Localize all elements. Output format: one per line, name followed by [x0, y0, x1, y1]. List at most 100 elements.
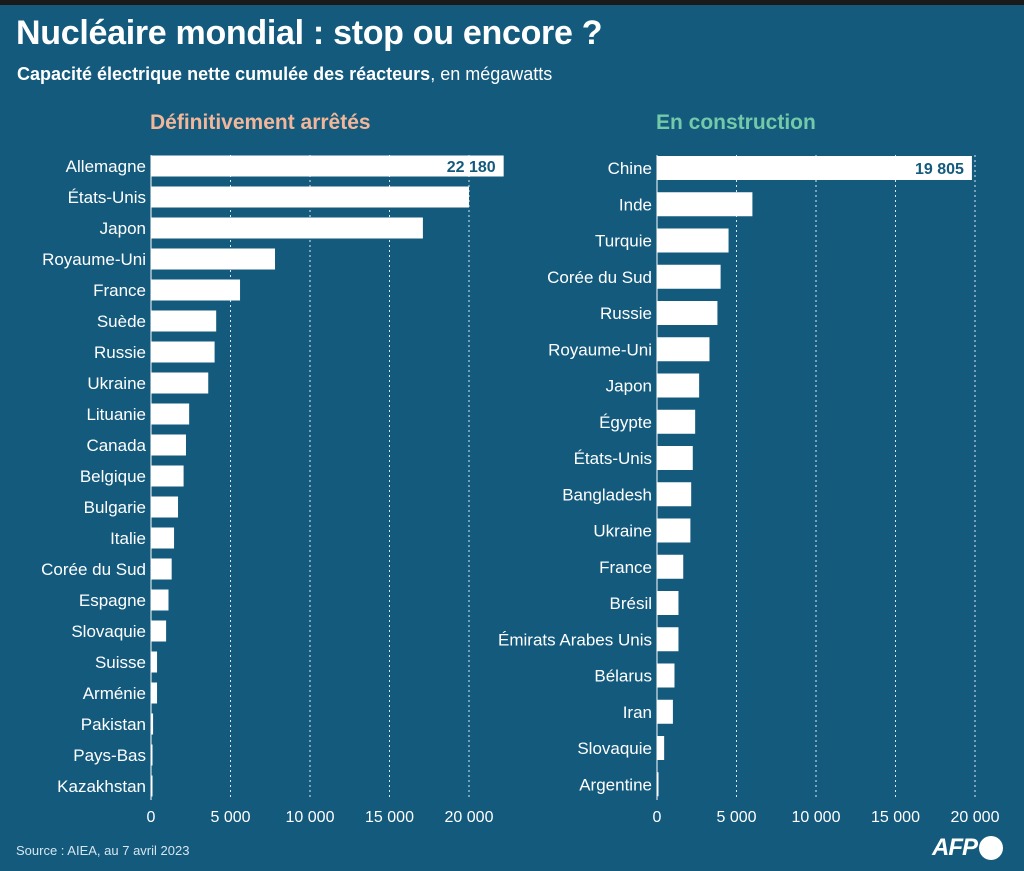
category-label: Royaume-Uni — [548, 340, 652, 359]
chart-subtitle: Capacité électrique nette cumulée des ré… — [17, 64, 552, 85]
bar — [151, 713, 154, 735]
subtitle-bold: Capacité électrique nette cumulée des ré… — [17, 64, 431, 84]
left-panel-title: Définitivement arrêtés — [150, 111, 371, 134]
source-note: Source : AIEA, au 7 avril 2023 — [16, 843, 190, 858]
bar — [657, 301, 718, 325]
chart-title: Nucléaire mondial : stop ou encore ? — [16, 14, 603, 52]
category-label: Inde — [619, 195, 652, 214]
bar — [151, 279, 241, 301]
data-label: 22 180 — [447, 159, 496, 176]
category-label: Russie — [600, 304, 652, 323]
category-label: Kazakhstan — [57, 777, 146, 796]
bar — [151, 682, 158, 704]
category-label: Ukraine — [87, 374, 146, 393]
bar — [151, 310, 217, 332]
category-label: Bulgarie — [84, 498, 146, 517]
x-tick-label: 15 000 — [365, 809, 414, 826]
bar — [657, 736, 665, 760]
x-tick-label: 0 — [147, 809, 156, 826]
bar — [151, 744, 153, 766]
category-label: Allemagne — [66, 157, 146, 176]
x-tick-label: 20 000 — [951, 809, 1000, 826]
x-tick-label: 10 000 — [792, 809, 841, 826]
subtitle-unit: , en mégawatts — [430, 64, 553, 84]
afp-logo-dot-icon — [979, 836, 1003, 860]
bar — [151, 372, 209, 394]
bar — [657, 373, 700, 398]
afp-logo-text: AFP — [932, 834, 978, 861]
bar — [657, 264, 721, 289]
bar — [657, 228, 729, 253]
category-label: Bangladesh — [562, 485, 652, 504]
category-label: Égypte — [599, 413, 652, 432]
category-label: Argentine — [579, 775, 652, 794]
category-label: Iran — [623, 703, 652, 722]
category-label: Bélarus — [594, 667, 652, 686]
bar — [657, 337, 710, 362]
category-label: Pakistan — [81, 715, 146, 734]
category-label: Slovaquie — [577, 739, 652, 758]
x-tick-label: 0 — [653, 809, 662, 826]
right-panel-title: En construction — [656, 111, 816, 134]
category-label: Suède — [97, 312, 146, 331]
x-tick-label: 5 000 — [210, 809, 250, 826]
category-label: Émirats Arabes Unis — [498, 630, 652, 649]
bar — [657, 554, 684, 579]
bar — [151, 558, 172, 580]
category-label: France — [93, 281, 146, 300]
bar — [151, 341, 215, 363]
category-label: Lituanie — [86, 405, 146, 424]
category-label: Slovaquie — [71, 622, 146, 641]
category-label: Ukraine — [593, 522, 652, 541]
category-label: Japon — [100, 219, 146, 238]
category-label: Brésil — [609, 594, 652, 613]
x-tick-label: 10 000 — [286, 809, 335, 826]
bar — [657, 409, 696, 434]
bar — [151, 248, 276, 270]
x-tick-label: 15 000 — [871, 809, 920, 826]
bar — [151, 403, 190, 425]
bar — [151, 527, 175, 549]
chart-panel-1: Chine 19 805 Inde Turquie Corée du Sud Russie… — [498, 155, 1000, 826]
bar — [151, 465, 184, 487]
bar — [657, 591, 679, 615]
bar — [657, 482, 692, 507]
bar — [151, 155, 504, 177]
bar — [657, 663, 675, 688]
category-label: Espagne — [79, 591, 146, 610]
bar — [151, 496, 179, 518]
chart-panel-0: Allemagne 22 180 États-Unis Japon Royaume-Un… — [41, 155, 504, 826]
bar — [657, 772, 659, 797]
bar — [151, 186, 469, 208]
bar — [657, 446, 693, 470]
category-label: États-Unis — [574, 449, 652, 468]
bar — [657, 518, 691, 543]
top-rule — [0, 0, 1024, 5]
data-label: 19 805 — [915, 161, 964, 178]
category-label: Corée du Sud — [41, 560, 146, 579]
category-label: Corée du Sud — [547, 268, 652, 287]
bar — [151, 775, 153, 797]
category-label: Canada — [86, 436, 146, 455]
category-label: Turquie — [595, 232, 652, 251]
category-label: Pays-Bas — [73, 746, 146, 765]
category-label: Suisse — [95, 653, 146, 672]
category-label: Arménie — [83, 684, 146, 703]
category-label: Japon — [606, 377, 652, 396]
bar — [657, 192, 753, 217]
category-label: Royaume-Uni — [42, 250, 146, 269]
bar — [151, 589, 169, 611]
bar — [151, 651, 158, 673]
category-label: Chine — [608, 159, 652, 178]
x-tick-label: 5 000 — [716, 809, 756, 826]
category-label: Italie — [110, 529, 146, 548]
bar — [657, 156, 972, 180]
category-label: France — [599, 558, 652, 577]
x-tick-label: 20 000 — [445, 809, 494, 826]
bar — [657, 627, 679, 652]
bar — [151, 620, 167, 642]
category-label: Russie — [94, 343, 146, 362]
bar — [151, 434, 186, 456]
bar — [151, 217, 423, 239]
